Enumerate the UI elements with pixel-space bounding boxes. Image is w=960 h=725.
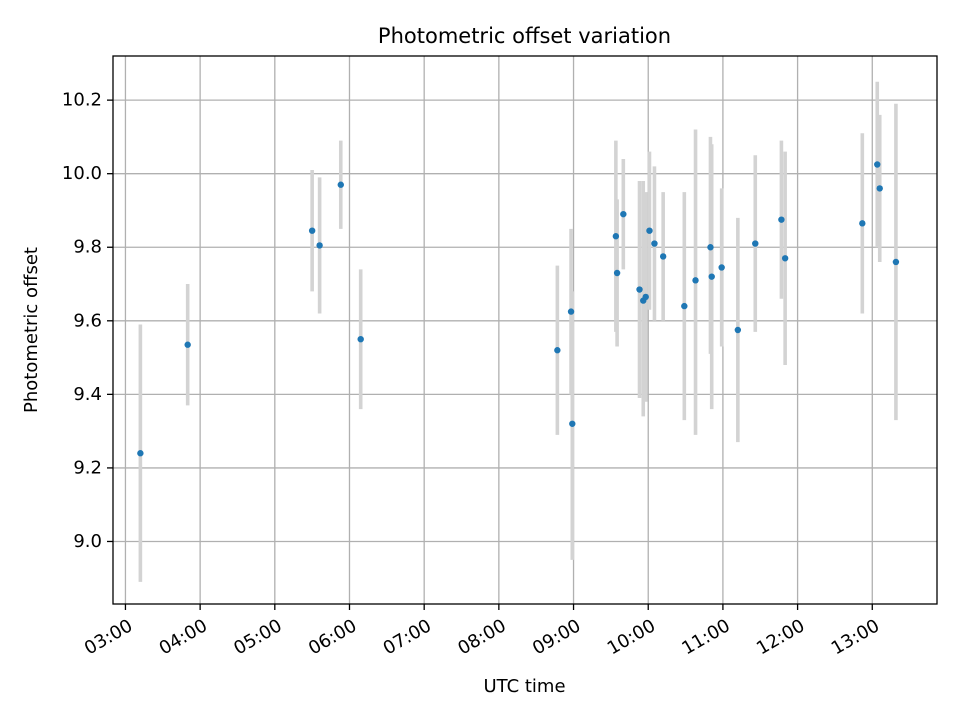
data-point bbox=[718, 264, 725, 271]
data-point bbox=[659, 253, 667, 260]
y-tick-label: 9.8 bbox=[73, 237, 102, 258]
data-point bbox=[681, 302, 688, 310]
data-point bbox=[337, 181, 344, 188]
y-tick-label: 9.6 bbox=[73, 310, 102, 331]
grid bbox=[113, 56, 937, 604]
plot-frame bbox=[112, 55, 938, 605]
data-point bbox=[734, 326, 742, 334]
data-point bbox=[137, 450, 144, 457]
chart-title: Photometric offset variation bbox=[378, 24, 671, 48]
data-point bbox=[569, 420, 576, 427]
data-point bbox=[876, 185, 883, 192]
data-point bbox=[613, 269, 621, 277]
data-point bbox=[636, 286, 643, 293]
data-point bbox=[620, 210, 627, 218]
y-tick-label: 10.2 bbox=[62, 90, 102, 111]
y-tick-label: 9.4 bbox=[73, 384, 102, 405]
data-point bbox=[707, 244, 714, 251]
data-point bbox=[646, 227, 653, 234]
data-point bbox=[357, 335, 364, 343]
data-point bbox=[778, 216, 785, 223]
data-point bbox=[874, 161, 881, 168]
y-tick-label: 9.0 bbox=[73, 531, 102, 552]
data-point bbox=[708, 273, 715, 280]
data-point bbox=[859, 220, 866, 227]
x-axis-label: UTC time bbox=[483, 676, 565, 697]
data-point bbox=[567, 308, 575, 315]
data-point bbox=[554, 347, 561, 354]
data-points bbox=[137, 161, 900, 457]
data-point bbox=[651, 240, 658, 247]
data-point bbox=[892, 258, 900, 266]
data-point bbox=[308, 227, 316, 234]
data-point bbox=[642, 293, 649, 301]
data-point bbox=[316, 242, 323, 249]
data-point bbox=[184, 341, 191, 348]
y-tick-label: 9.2 bbox=[73, 457, 102, 478]
data-point bbox=[612, 233, 620, 240]
y-tick-label: 10.0 bbox=[62, 163, 102, 184]
data-point bbox=[781, 255, 789, 262]
data-point bbox=[692, 277, 699, 284]
y-axis-label: Photometric offset bbox=[21, 247, 42, 413]
data-point bbox=[752, 240, 759, 247]
